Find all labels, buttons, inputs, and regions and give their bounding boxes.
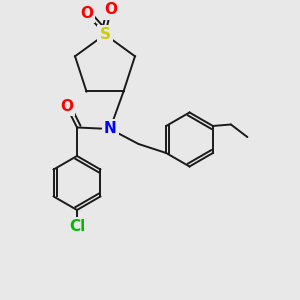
Text: S: S xyxy=(100,27,110,42)
Text: N: N xyxy=(103,122,116,136)
Text: O: O xyxy=(80,6,93,21)
Text: Cl: Cl xyxy=(69,219,85,234)
Text: O: O xyxy=(104,2,118,17)
Text: O: O xyxy=(60,99,73,114)
